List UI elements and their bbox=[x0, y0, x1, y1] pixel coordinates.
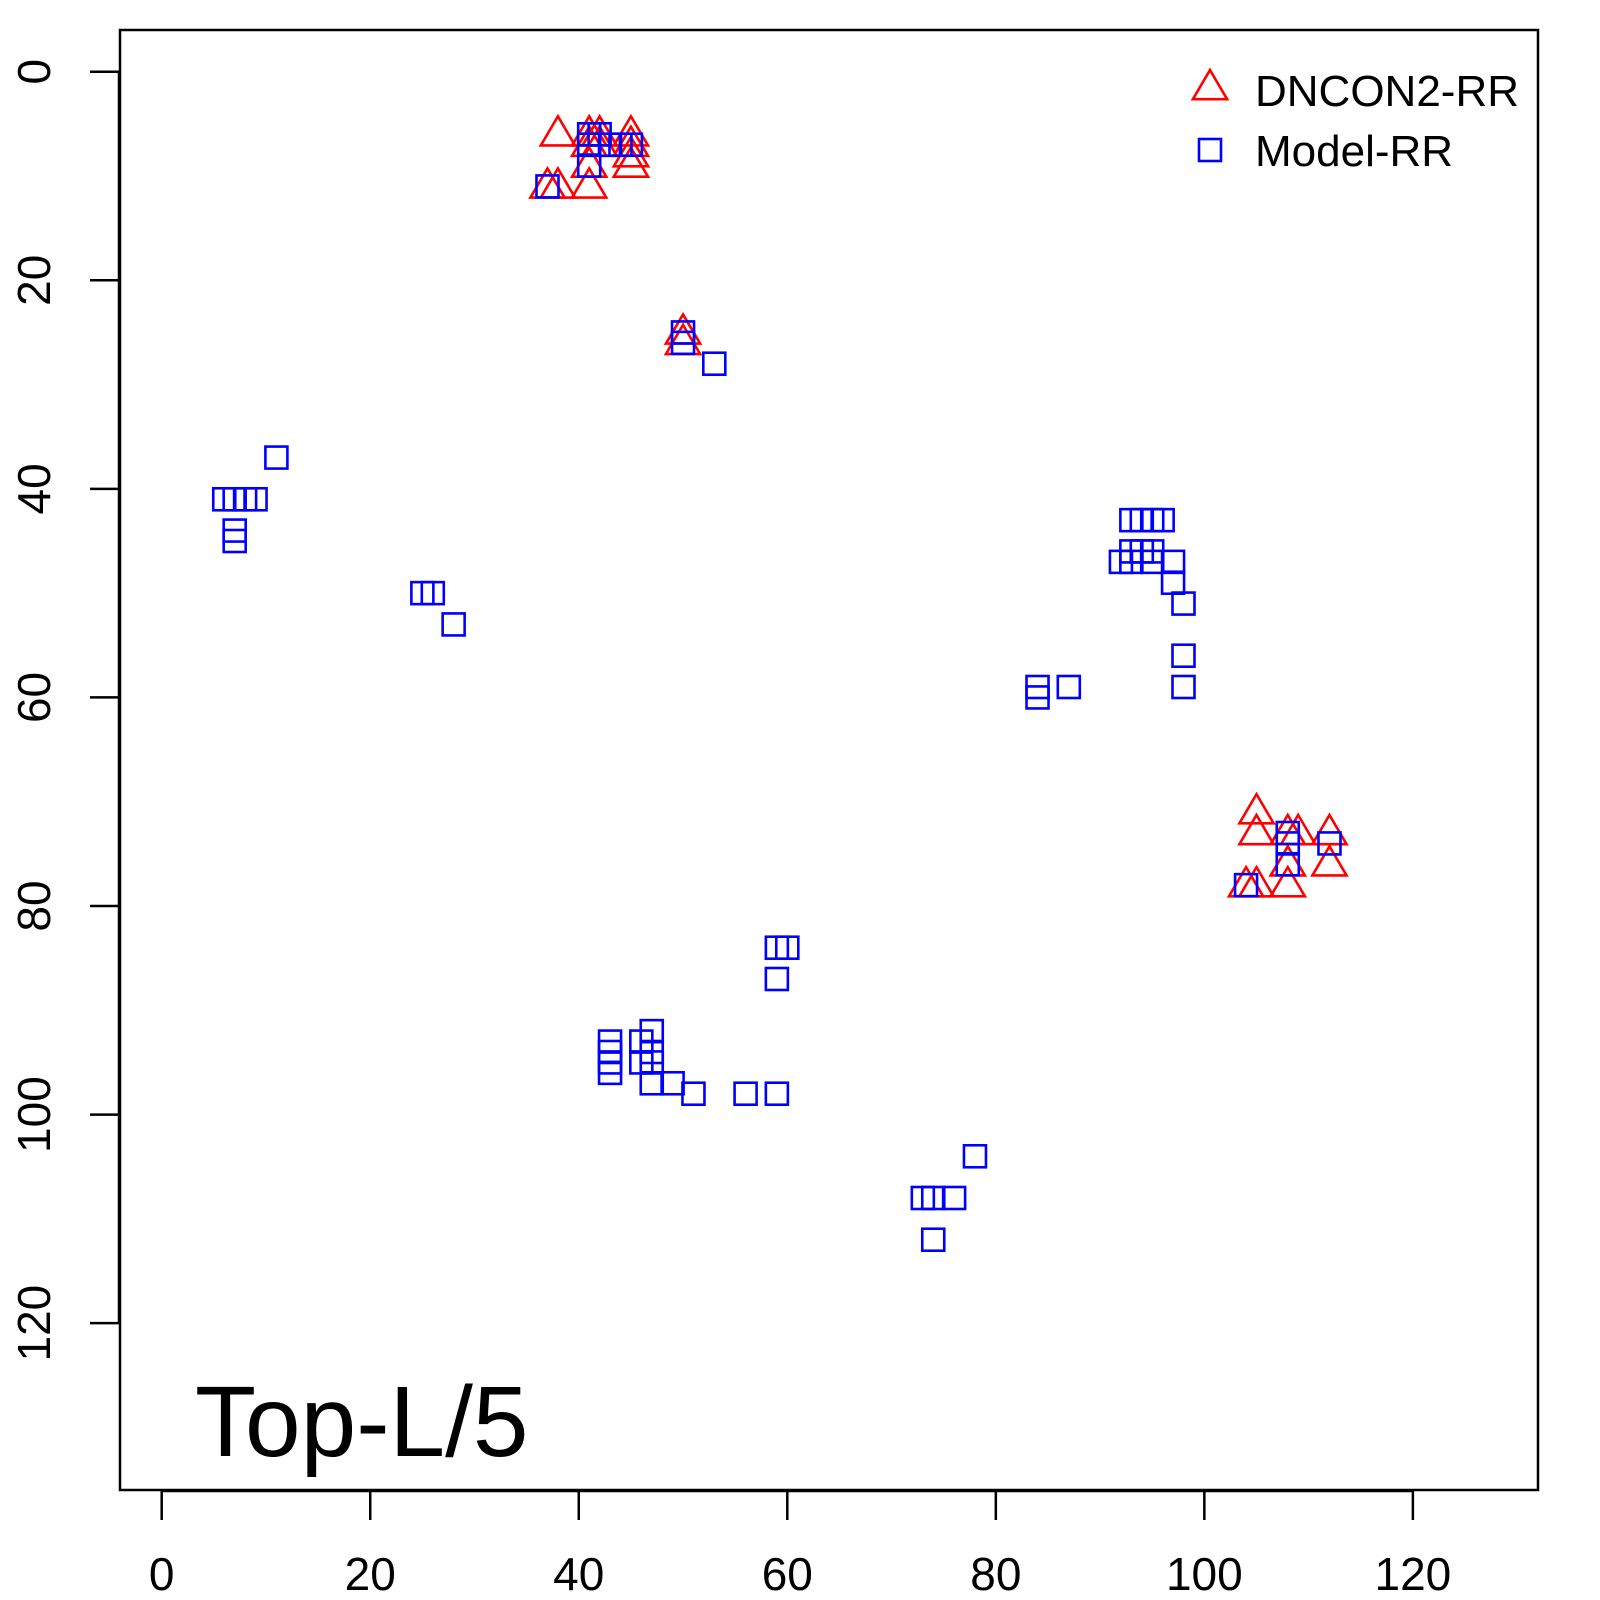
data-point-square bbox=[764, 1081, 790, 1107]
legend-marker-dncon2-rr bbox=[1190, 67, 1230, 101]
x-tick-label: 120 bbox=[1375, 1548, 1452, 1600]
data-point-square bbox=[618, 132, 644, 158]
data-point-triangle bbox=[611, 145, 651, 179]
y-tick-label: 0 bbox=[8, 59, 60, 85]
legend: DNCON2-RR Model-RR bbox=[1190, 67, 1519, 176]
data-point-square bbox=[1275, 851, 1301, 877]
data-point-square bbox=[1056, 674, 1082, 700]
data-point-square bbox=[962, 1143, 988, 1169]
y-tick-label: 60 bbox=[8, 672, 60, 723]
y-axis: 0 20 40 60 80 100 120 bbox=[8, 59, 121, 1362]
data-point-square bbox=[1160, 549, 1186, 575]
data-point-square bbox=[1171, 674, 1196, 700]
data-point-square bbox=[243, 486, 268, 512]
chart-annotation: Top-L/5 bbox=[195, 1366, 529, 1478]
x-axis: 0 20 40 60 80 100 120 bbox=[149, 1489, 1452, 1600]
data-point-square bbox=[639, 1070, 665, 1096]
series-1 bbox=[211, 121, 1342, 1253]
data-point-square bbox=[733, 1081, 758, 1107]
data-point-square bbox=[1233, 872, 1259, 898]
data-point-square bbox=[1025, 685, 1050, 710]
data-point-square bbox=[535, 174, 560, 199]
y-tick-label: 100 bbox=[8, 1076, 60, 1153]
y-tick-label: 80 bbox=[8, 880, 60, 931]
legend-marker-model-rr bbox=[1197, 137, 1223, 163]
y-tick-label: 120 bbox=[8, 1285, 60, 1362]
x-tick-label: 80 bbox=[970, 1548, 1021, 1600]
data-point-square bbox=[920, 1227, 946, 1253]
data-point-triangle bbox=[1268, 864, 1308, 898]
data-point-triangle bbox=[611, 134, 651, 168]
data-point-square bbox=[597, 1060, 623, 1086]
data-point-square bbox=[681, 1081, 706, 1107]
data-point-square bbox=[441, 612, 466, 637]
data-point-triangle bbox=[538, 113, 578, 147]
y-tick-label: 40 bbox=[8, 463, 60, 514]
x-tick-label: 60 bbox=[762, 1548, 813, 1600]
points-layer bbox=[211, 113, 1349, 1253]
data-point-square bbox=[1171, 591, 1196, 616]
series-0 bbox=[528, 113, 1349, 898]
data-point-square bbox=[264, 445, 289, 470]
data-point-triangle bbox=[1237, 812, 1276, 846]
data-point-triangle bbox=[569, 165, 609, 199]
x-tick-label: 100 bbox=[1166, 1548, 1243, 1600]
plot-frame bbox=[118, 28, 1540, 1492]
data-point-square bbox=[222, 528, 247, 554]
data-point-square bbox=[941, 1185, 967, 1211]
x-tick-label: 0 bbox=[149, 1548, 175, 1600]
data-point-square bbox=[420, 580, 446, 606]
data-point-square bbox=[774, 935, 800, 961]
legend-label-model-rr: Model-RR bbox=[1255, 127, 1453, 176]
data-point-square bbox=[1160, 570, 1186, 596]
data-point-square bbox=[764, 966, 790, 992]
data-point-square bbox=[1150, 507, 1175, 533]
data-point-square bbox=[1317, 831, 1342, 856]
data-point-square bbox=[670, 330, 696, 356]
data-point-triangle bbox=[1310, 843, 1349, 877]
data-point-square bbox=[1171, 643, 1196, 669]
y-tick-label: 20 bbox=[8, 255, 60, 306]
x-tick-label: 20 bbox=[345, 1548, 396, 1600]
data-point-square bbox=[702, 351, 727, 377]
data-point-triangle bbox=[1237, 791, 1276, 825]
x-tick-label: 40 bbox=[553, 1548, 604, 1600]
legend-label-dncon2-rr: DNCON2-RR bbox=[1255, 67, 1519, 116]
data-point-square bbox=[660, 1070, 685, 1096]
data-point-square bbox=[576, 153, 602, 178]
